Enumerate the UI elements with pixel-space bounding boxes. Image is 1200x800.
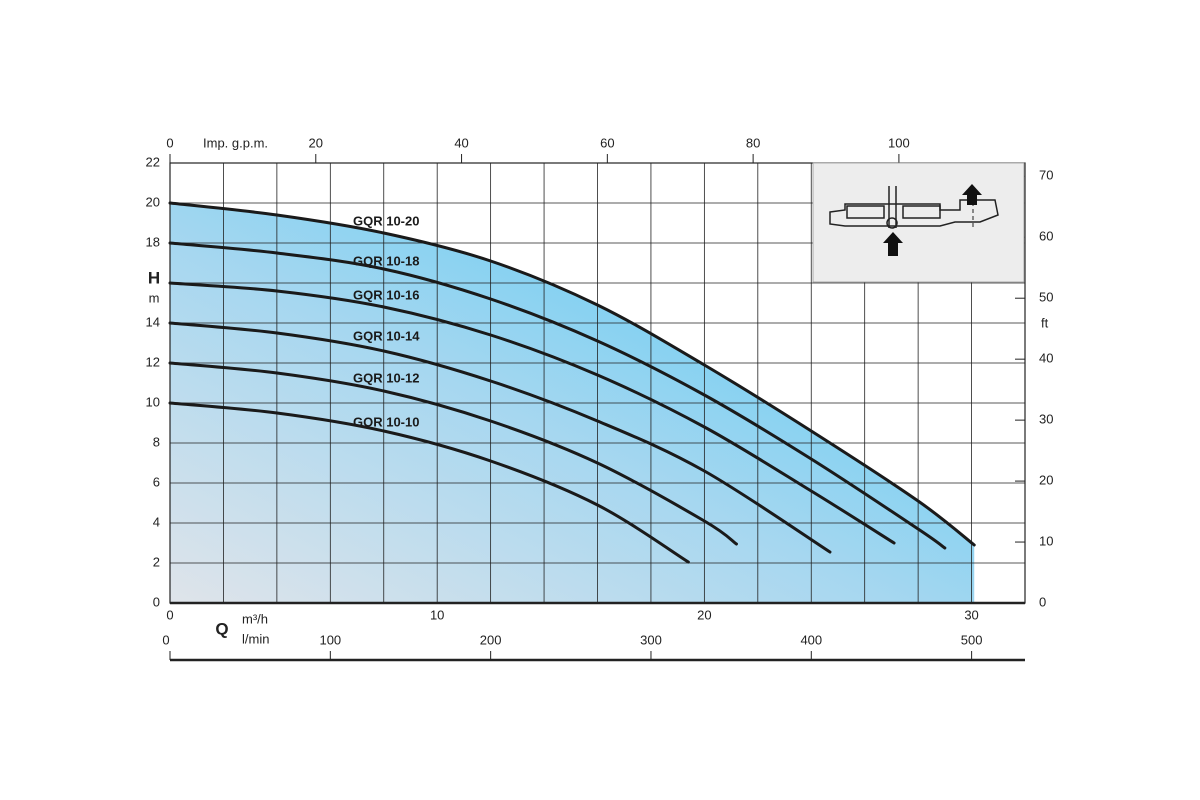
top-tick-label: 100 <box>888 135 910 150</box>
y2-axis-title: ft <box>1041 315 1049 330</box>
top-tick-label: 20 <box>309 135 323 150</box>
y-tick-label: 4 <box>153 514 160 529</box>
y-tick-label: 20 <box>146 194 160 209</box>
pump-diagram <box>812 162 1025 283</box>
curve-label: GQR 10-10 <box>353 414 419 429</box>
top-tick-label: 40 <box>454 135 468 150</box>
bottom-tick-label: 300 <box>640 632 662 647</box>
curve-label: GQR 10-12 <box>353 370 419 385</box>
pump-curve <box>168 321 832 554</box>
y2-tick-label: 50 <box>1039 290 1053 305</box>
y-axis-unit: m <box>149 290 160 305</box>
bottom-tick-label: 100 <box>319 632 341 647</box>
curve-label: GQR 10-20 <box>353 213 419 228</box>
pump-curve <box>168 201 976 547</box>
curve-label: GQR 10-16 <box>353 287 419 302</box>
x-tick-label: 20 <box>697 607 711 622</box>
y-tick-label: 10 <box>146 394 160 409</box>
curve-label: GQR 10-14 <box>353 328 420 343</box>
x-axis-title: Q <box>215 619 228 638</box>
top-tick-label: 0 <box>166 135 173 150</box>
curve-label: GQR 10-18 <box>353 253 419 268</box>
x-tick-label: 10 <box>430 607 444 622</box>
pump-curve <box>168 241 947 550</box>
y-tick-label: 8 <box>153 434 160 449</box>
y-tick-label: 14 <box>146 314 160 329</box>
y-tick-label: 12 <box>146 354 160 369</box>
x-tick-label: 30 <box>964 607 978 622</box>
y2-tick-label: 40 <box>1039 351 1053 366</box>
y-tick-label: 6 <box>153 474 160 489</box>
y-tick-label: 22 <box>146 154 160 169</box>
y2-tick-label: 70 <box>1039 168 1053 183</box>
x-axis-unit: m³/h <box>242 611 268 626</box>
bottom-axis-title: l/min <box>242 631 269 646</box>
y-tick-label: 18 <box>146 234 160 249</box>
top-tick-label: 60 <box>600 135 614 150</box>
y-axis-title: H <box>148 268 160 287</box>
y2-tick-label: 0 <box>1039 594 1046 609</box>
pump-curve <box>168 401 690 564</box>
bottom-tick-label: 400 <box>800 632 822 647</box>
y-tick-label: 2 <box>153 554 160 569</box>
y2-tick-label: 10 <box>1039 533 1053 548</box>
y2-tick-label: 20 <box>1039 473 1053 488</box>
pump-curve <box>168 361 738 546</box>
bottom-tick-label: 500 <box>961 632 983 647</box>
y-tick-label: 0 <box>153 594 160 609</box>
pump-curve <box>168 281 896 545</box>
bottom-tick-label: 200 <box>480 632 502 647</box>
bottom-tick-label: 0 <box>162 632 169 647</box>
y2-tick-label: 60 <box>1039 229 1053 244</box>
top-tick-label: 80 <box>746 135 760 150</box>
x-tick-label: 0 <box>166 607 173 622</box>
top-axis-title: Imp. g.p.m. <box>203 135 268 150</box>
y2-tick-label: 30 <box>1039 412 1053 427</box>
